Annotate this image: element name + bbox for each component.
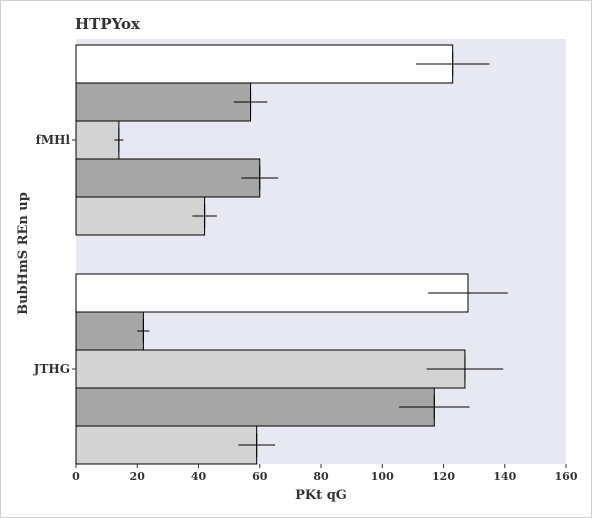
x-tick-label-100: 100: [371, 470, 394, 483]
x-tick-label-20: 20: [130, 470, 146, 483]
bar-JTHG-series-3: [75, 349, 466, 389]
x-tick-label-160: 160: [555, 470, 578, 483]
bar-JTHG-series-5: [75, 425, 258, 465]
bars-layer: [75, 44, 469, 465]
category-label-fMHl: fMHl: [36, 133, 71, 147]
chart-title: HTPYox: [75, 15, 140, 33]
bar-JTHG-series-1: [75, 273, 469, 313]
x-tick-label-120: 120: [432, 470, 455, 483]
bar-fMHl-series-1: [75, 44, 454, 84]
x-axis-title: PKt qG: [295, 488, 347, 503]
x-axis-ticks: 0 20 40 60 80 100 120 140 160: [72, 464, 578, 483]
y-axis-categories: fMHl JTHG: [33, 133, 76, 376]
bar-fMHl-series-5: [75, 196, 206, 236]
x-tick-label-80: 80: [313, 470, 329, 483]
bar-fMHl-series-2: [75, 82, 252, 122]
error-bars-layer: [114, 52, 508, 457]
x-tick-label-60: 60: [252, 470, 268, 483]
x-tick-label-140: 140: [493, 470, 516, 483]
bar-JTHG-series-4: [75, 387, 435, 427]
bar-JTHG-series-2: [75, 311, 144, 351]
category-label-JTHG: JTHG: [33, 362, 70, 376]
bar-fMHl-series-4: [75, 158, 261, 198]
y-axis-title: BubHmS REn up: [16, 192, 31, 315]
x-tick-label-40: 40: [191, 470, 207, 483]
bar-fMHl-series-3: [75, 120, 120, 160]
x-tick-label-0: 0: [72, 470, 80, 483]
